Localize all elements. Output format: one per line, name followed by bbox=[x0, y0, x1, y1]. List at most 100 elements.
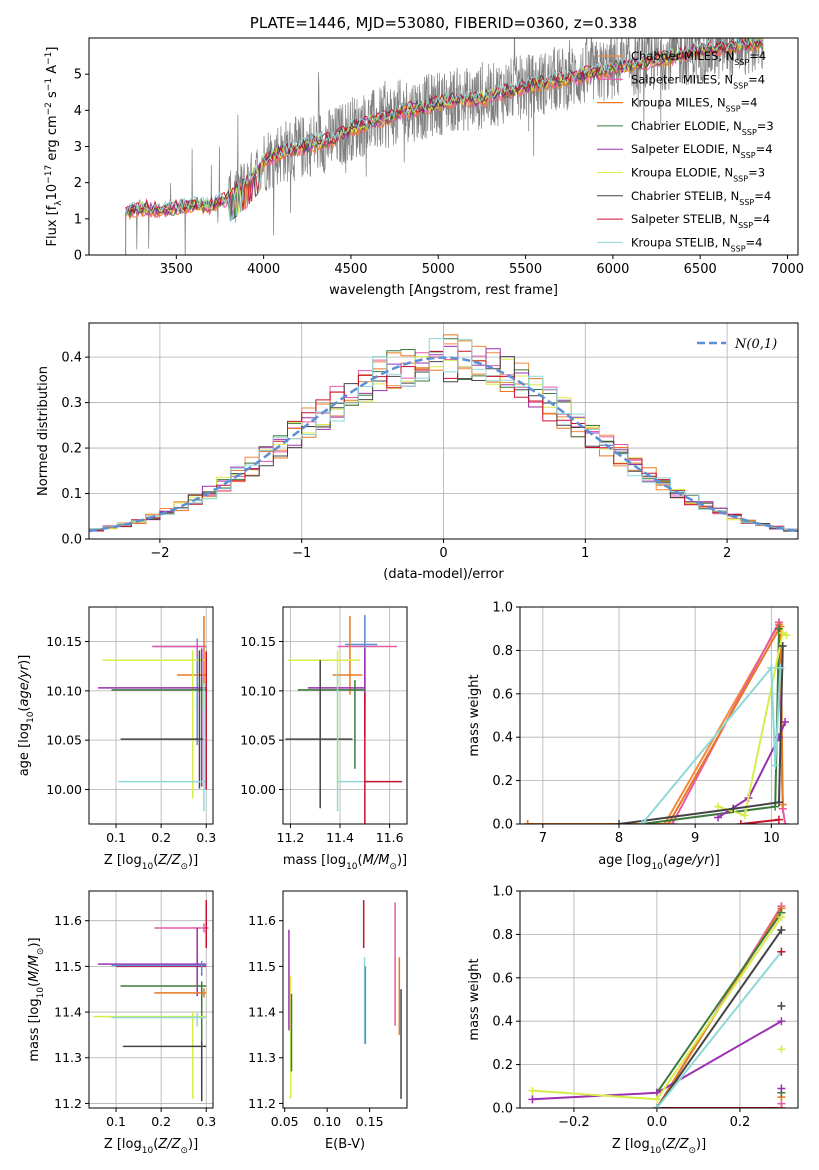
x-axis-label: wavelength [Angstrom, rest frame] bbox=[329, 283, 558, 298]
series-marker bbox=[777, 913, 786, 922]
legend-text: N(0,1) bbox=[734, 337, 777, 352]
label-part: )] bbox=[188, 1137, 198, 1152]
y-tick-label: 5 bbox=[74, 68, 82, 83]
label-part: Z/Z bbox=[157, 1137, 181, 1152]
y-axis-label: mass [log10(M/M⊙)] bbox=[27, 937, 46, 1061]
series-line bbox=[527, 620, 784, 824]
y-tick-label: 1.0 bbox=[492, 885, 513, 900]
y-axis-label: age [log10(age/yr)] bbox=[17, 655, 36, 777]
axes-frame bbox=[282, 890, 408, 1109]
legend-text: Kroupa ELODIE, N bbox=[631, 166, 733, 180]
label-part: ( bbox=[358, 853, 363, 868]
axes-age_vs_mass: 11.2 11.4 11.6 10.00 10.05 10.10 10.15 mass [lo… bbox=[240, 606, 408, 872]
plot-area bbox=[285, 614, 403, 824]
y-tick-label: 10.05 bbox=[46, 733, 82, 748]
y-tick-label: 0.8 bbox=[492, 644, 513, 659]
extra-marker bbox=[777, 1084, 786, 1093]
series-marker bbox=[776, 663, 785, 672]
label-part: )] bbox=[17, 655, 32, 665]
x-tick-label: 0.3 bbox=[196, 1114, 216, 1129]
label-part: Z/Z bbox=[665, 1137, 689, 1152]
legend-sub: SSP bbox=[742, 127, 757, 136]
label-part: ⊙ bbox=[36, 948, 46, 956]
label-part: mass [log bbox=[27, 998, 42, 1061]
point-7 bbox=[120, 650, 204, 789]
x-tick-label: 9 bbox=[691, 831, 699, 846]
series-marker bbox=[781, 718, 790, 727]
series-marker bbox=[777, 1017, 786, 1026]
label-part: )] bbox=[188, 853, 198, 868]
legend-label: Salpeter STELIB, NSSP=4 bbox=[631, 212, 770, 230]
y-tick-label: 0.0 bbox=[492, 1102, 513, 1117]
point-5 bbox=[98, 648, 207, 787]
label-part: ( bbox=[27, 982, 42, 987]
label-part: ( bbox=[661, 1137, 666, 1152]
point-6 bbox=[297, 679, 365, 769]
model-line-9 bbox=[125, 38, 764, 223]
label-part: age/yr bbox=[17, 663, 32, 706]
label-part: Flux [f bbox=[45, 205, 60, 246]
y-tick-label: 0.8 bbox=[492, 928, 513, 943]
series-marker bbox=[774, 815, 783, 824]
series-3 bbox=[523, 622, 787, 824]
axes-residuals: −2 −1 0 1 2 0.0 0.1 0.2 0.3 0.4 (data-model)/error… bbox=[36, 322, 799, 582]
legend-sub: SSP bbox=[738, 221, 753, 230]
point-8 bbox=[118, 682, 207, 812]
x-tick-label: 5000 bbox=[422, 262, 455, 277]
plot-area bbox=[89, 334, 798, 533]
chart-title: PLATE=1446, MJD=53080, FIBERID=0360, z=0… bbox=[250, 14, 637, 32]
legend-sub: SSP bbox=[731, 244, 746, 253]
y-tick-label: 0.4 bbox=[492, 1015, 513, 1030]
y-tick-label: 10.10 bbox=[46, 683, 82, 698]
y-tick-label: 0.6 bbox=[492, 687, 513, 702]
y-tick-label: 11.2 bbox=[54, 1096, 82, 1111]
axes-frame bbox=[282, 606, 408, 825]
x-axis-label: Z [log10(Z/Z⊙)] bbox=[104, 1137, 198, 1156]
series-7 bbox=[652, 926, 786, 1108]
legend-sub: SSP bbox=[733, 81, 748, 90]
x-tick-label: 1 bbox=[581, 546, 589, 561]
y-tick-label: 0.2 bbox=[492, 774, 513, 789]
plot-area bbox=[523, 618, 791, 824]
extra-marker bbox=[777, 947, 786, 956]
x-tick-label: 0.15 bbox=[356, 1114, 384, 1129]
point-9 bbox=[111, 1012, 207, 1027]
label-part: E(B-V) bbox=[325, 1137, 365, 1152]
label-part: age/yr bbox=[668, 853, 711, 868]
label-part: ⊙ bbox=[180, 1146, 188, 1156]
series-line bbox=[527, 622, 784, 824]
point-7 bbox=[285, 660, 353, 809]
point-3 bbox=[98, 927, 207, 997]
x-tick-label: −1 bbox=[292, 546, 311, 561]
legend-value: =4 bbox=[741, 96, 758, 110]
y-tick-label: 0 bbox=[74, 249, 82, 264]
label-part: )] bbox=[397, 853, 407, 868]
series-line bbox=[641, 665, 782, 824]
plot-area bbox=[93, 900, 209, 1102]
legend-text: Kroupa MILES, N bbox=[631, 96, 726, 110]
legend-text: Salpeter STELIB, N bbox=[631, 212, 738, 226]
series-6 bbox=[528, 913, 786, 1104]
series-marker bbox=[615, 820, 624, 824]
y-tick-label: 0.2 bbox=[492, 1058, 513, 1073]
y-tick-label: 11.6 bbox=[248, 913, 276, 928]
series-marker bbox=[771, 802, 780, 811]
axes-frame bbox=[519, 890, 799, 1109]
legend-text: Chabrier STELIB, N bbox=[631, 189, 739, 203]
y-tick-label: 10.00 bbox=[240, 782, 276, 797]
x-tick-label: 0.1 bbox=[106, 830, 126, 845]
y-tick-label: 0.0 bbox=[492, 818, 513, 833]
y-tick-label: 11.6 bbox=[54, 913, 82, 928]
series-marker bbox=[668, 820, 677, 824]
series-1 bbox=[523, 620, 787, 824]
point-5 bbox=[307, 648, 366, 738]
label-part: 10 bbox=[346, 862, 358, 872]
label-part: 10 bbox=[26, 711, 36, 723]
axes-spectrum: 3500 4000 4500 5000 5500 6000 6500 7000 0 1 2 3 4 5 PL… bbox=[44, 14, 804, 298]
label-part: ⊙ bbox=[688, 1146, 696, 1156]
label-part: ] bbox=[45, 47, 60, 52]
legend-label: Chabrier STELIB, NSSP=4 bbox=[631, 189, 771, 207]
legend-label: Kroupa MILES, NSSP=4 bbox=[631, 96, 757, 114]
series-marker bbox=[714, 813, 723, 822]
x-tick-label: 0.10 bbox=[313, 1114, 341, 1129]
